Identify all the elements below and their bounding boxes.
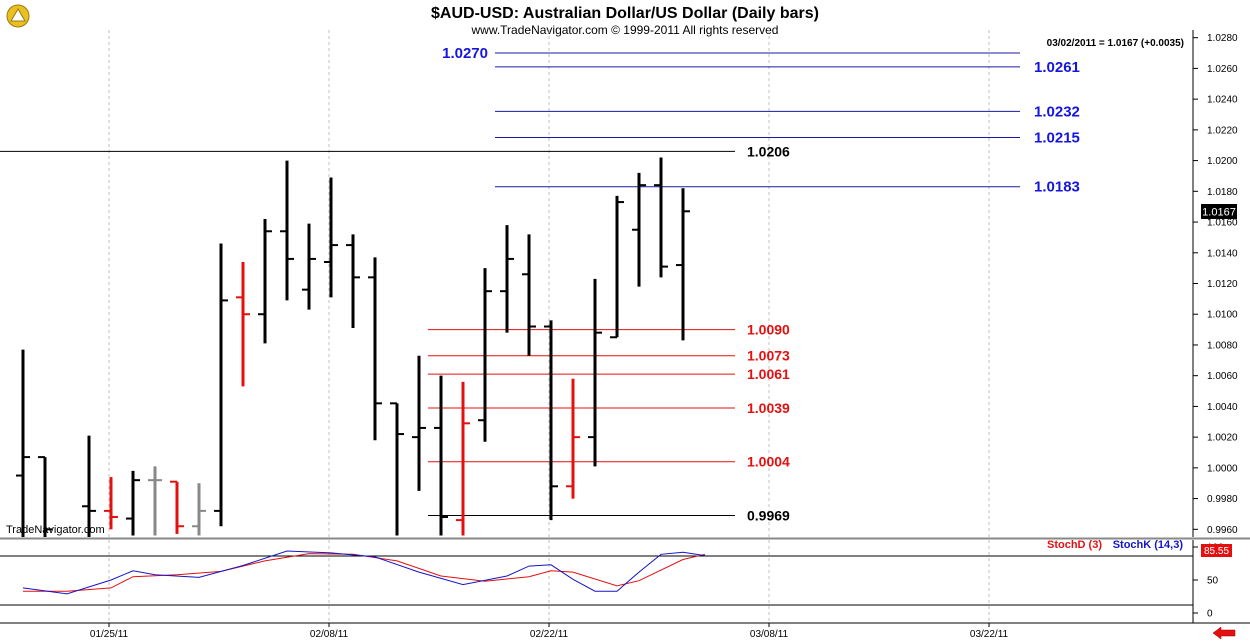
level-label: 1.0073 xyxy=(747,348,790,364)
vertical-grid xyxy=(108,30,990,537)
level-label: 1.0206 xyxy=(747,143,790,159)
level-label: 1.0232 xyxy=(1034,103,1080,120)
ohlc-bar-7 xyxy=(192,483,206,536)
ohlc-bar-15 xyxy=(368,257,382,441)
last-price-info: 03/02/2011 = 1.0167 (+0.0035) xyxy=(1047,38,1184,49)
stoch-tick-label: 50 xyxy=(1207,576,1219,587)
ohlc-bar-9 xyxy=(236,261,250,387)
date-label: 03/22/11 xyxy=(970,629,1009,640)
ohlc-bar-10 xyxy=(258,218,272,344)
price-tick-label: 1.0000 xyxy=(1207,463,1238,474)
level-label: 1.0061 xyxy=(747,366,790,382)
ohlc-bar-14 xyxy=(346,234,360,329)
ohlc-bar-17 xyxy=(412,355,426,491)
price-tick-label: 1.0040 xyxy=(1207,402,1238,413)
watermark: TradeNavigator.com xyxy=(6,524,105,536)
level-label: 1.0215 xyxy=(1034,130,1080,147)
price-tick-label: 1.0060 xyxy=(1207,371,1238,382)
date-label: 03/08/11 xyxy=(750,629,789,640)
last-price-box-label: 1.0167 xyxy=(1202,207,1236,219)
ohlc-bar-1 xyxy=(38,456,52,537)
ohlc-bar-23 xyxy=(544,320,558,521)
price-tick-label: 1.0140 xyxy=(1207,248,1238,259)
level-label: 1.0039 xyxy=(747,400,790,416)
price-tick-label: 1.0080 xyxy=(1207,340,1238,351)
stoch-tick-label: 0 xyxy=(1207,609,1213,620)
ohlc-bar-2 xyxy=(82,435,96,537)
ohlc-bar-25 xyxy=(588,278,602,467)
ohlc-bar-0 xyxy=(16,349,30,537)
ohlc-bar-29 xyxy=(676,188,690,341)
price-panel: 1.0270 1.0261 1.0232 1.0215 1.0206 1.0183 1.00… xyxy=(0,30,1080,537)
ohlc-bars xyxy=(16,157,690,537)
price-tick-label: 1.0120 xyxy=(1207,279,1238,290)
price-tick-label: 0.9960 xyxy=(1207,525,1238,536)
level-label: 1.0090 xyxy=(747,322,790,338)
stoch-d-line xyxy=(23,553,706,592)
ohlc-bar-19 xyxy=(456,381,470,536)
last-price-marker: 1.0167 xyxy=(1201,204,1237,219)
stoch-k-line xyxy=(22,550,706,595)
ohlc-bar-8 xyxy=(214,243,228,527)
stoch-k-label: StochK (14,3) xyxy=(1113,539,1184,551)
scroll-left-arrow-icon[interactable] xyxy=(1212,626,1236,640)
stoch-value-box-label: 85.55 xyxy=(1204,546,1229,557)
ohlc-bar-6 xyxy=(170,480,184,534)
price-tick-label: 1.0180 xyxy=(1207,187,1238,198)
price-tick-label: 1.0240 xyxy=(1207,95,1238,106)
level-label: 1.0270 xyxy=(442,45,488,62)
ohlc-bar-20 xyxy=(478,268,492,442)
price-tick-label: 1.0200 xyxy=(1207,156,1238,167)
ohlc-bar-27 xyxy=(632,172,646,287)
price-tick-label: 1.0220 xyxy=(1207,125,1238,136)
level-label: 1.0183 xyxy=(1034,179,1080,196)
level-label: 1.0261 xyxy=(1034,59,1080,76)
date-label: 01/25/11 xyxy=(90,629,129,640)
ohlc-bar-3 xyxy=(104,477,118,530)
ohlc-bar-16 xyxy=(390,402,404,536)
ohlc-bar-5 xyxy=(148,466,162,536)
ohlc-bar-28 xyxy=(654,157,668,278)
ohlc-bar-12 xyxy=(302,223,316,310)
price-tick-label: 1.0020 xyxy=(1207,433,1238,444)
ohlc-bar-22 xyxy=(522,234,536,356)
ohlc-bar-11 xyxy=(280,160,294,301)
ohlc-bar-13 xyxy=(324,177,338,298)
price-tick-label: 1.0100 xyxy=(1207,310,1238,321)
date-label: 02/08/11 xyxy=(310,629,349,640)
ohlc-bar-26 xyxy=(610,195,624,339)
price-tick-label: 1.0280 xyxy=(1207,33,1238,44)
stochastic-panel: StochD (3) StochK (14,3) 100500 85.55 xyxy=(0,539,1250,624)
chart-title: $AUD-USD: Australian Dollar/US Dollar (D… xyxy=(431,5,819,22)
price-tick-label: 1.0260 xyxy=(1207,64,1238,75)
ohlc-bar-4 xyxy=(126,470,140,536)
level-label: 0.9969 xyxy=(747,507,790,523)
chart-subtitle: www.TradeNavigator.com © 1999-2011 All r… xyxy=(471,23,779,37)
level-lines: 1.0270 1.0261 1.0232 1.0215 1.0206 1.0183 1.00… xyxy=(0,45,1080,523)
price-tick-label: 0.9980 xyxy=(1207,494,1238,505)
logo xyxy=(6,4,30,28)
ohlc-bar-24 xyxy=(566,378,580,499)
level-label: 1.0004 xyxy=(747,454,790,470)
date-axis: 01/25/11 02/08/11 02/22/11 03/08/11 03/22/11 xyxy=(90,623,1009,640)
price-tick-label: 1.0160 xyxy=(1207,218,1238,229)
date-label: 02/22/11 xyxy=(530,629,569,640)
ohlc-bar-21 xyxy=(500,225,514,333)
stoch-value-marker: 85.55 xyxy=(1201,544,1232,557)
stoch-d-label: StochD (3) xyxy=(1047,539,1102,551)
price-axis-ticks: 1.0280 1.0260 1.0240 1.0220 1.0200 1.0180 1.01… xyxy=(1193,33,1238,536)
ohlc-bar-18 xyxy=(434,375,448,536)
